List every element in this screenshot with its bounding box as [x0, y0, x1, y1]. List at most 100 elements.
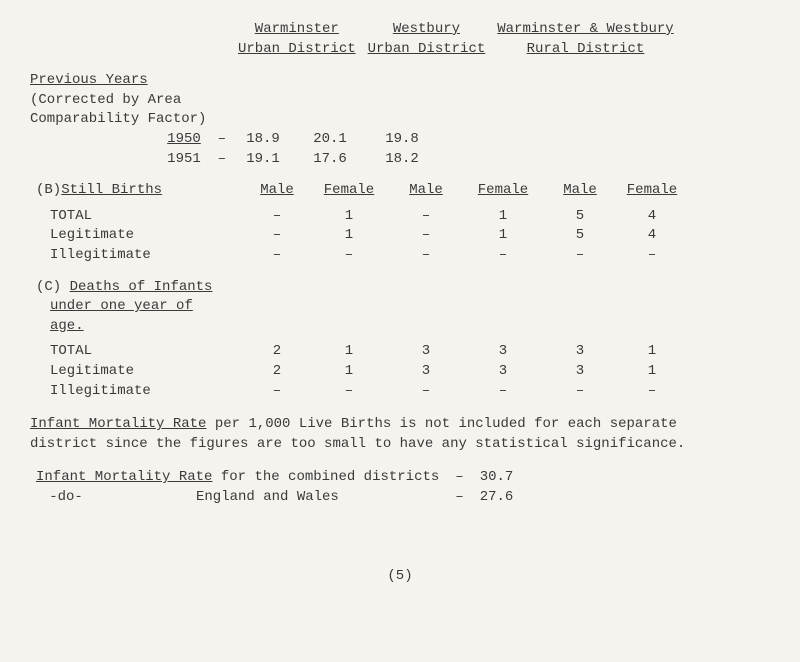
value: 19.8 — [366, 130, 438, 150]
value: – — [616, 382, 688, 402]
value: 3 — [544, 342, 616, 362]
value: 18.2 — [366, 150, 438, 170]
value: – — [462, 246, 544, 266]
value: 27.6 — [474, 488, 520, 508]
col-male: Male — [409, 182, 443, 198]
value: 1 — [462, 207, 544, 227]
section-c-title-l2: under one year of — [50, 298, 193, 314]
value: – — [390, 382, 462, 402]
value: 1 — [308, 362, 390, 382]
value: – — [308, 382, 390, 402]
value: – — [246, 246, 308, 266]
value: 1 — [308, 226, 390, 246]
value: 1 — [462, 226, 544, 246]
value: – — [462, 382, 544, 402]
table-row: 1950 – 18.9 20.1 19.8 — [30, 130, 438, 150]
hdr-d1-l1: Warminster — [255, 21, 339, 37]
row-label: Legitimate — [30, 362, 246, 382]
prev-years-title: Previous Years — [30, 72, 148, 88]
note-mortality-combined: Infant Mortality Rate for the combined d… — [30, 468, 770, 507]
row-label: Legitimate — [30, 226, 246, 246]
col-female: Female — [627, 182, 677, 198]
prev-years-sub2: Comparability Factor) — [30, 110, 770, 130]
value: 2 — [246, 342, 308, 362]
note-text: England and Wales — [196, 489, 339, 505]
value: – — [246, 382, 308, 402]
note-text: district since the figures are too small… — [30, 436, 685, 452]
value: 1 — [616, 362, 688, 382]
value: 3 — [544, 362, 616, 382]
value: 5 — [544, 207, 616, 227]
hdr-d3-l2: Rural District — [527, 41, 645, 57]
value: – — [544, 246, 616, 266]
row-label: TOTAL — [30, 342, 246, 362]
table-row: Legitimate 2 1 3 3 3 1 — [30, 362, 688, 382]
prev-years-sub1: (Corrected by Area — [30, 91, 770, 111]
year-label: 1951 — [167, 151, 201, 167]
table-row: Legitimate – 1 – 1 5 4 — [30, 226, 688, 246]
value: 1 — [308, 342, 390, 362]
table-row: TOTAL 2 1 3 3 3 1 — [30, 342, 688, 362]
hdr-d3-l1: Warminster & Westbury — [497, 21, 673, 37]
dash: – — [445, 488, 473, 508]
note-text: for the combined districts — [212, 469, 439, 485]
value: 4 — [616, 226, 688, 246]
value: 1 — [308, 207, 390, 227]
value: 5 — [544, 226, 616, 246]
note-mortality-separate: Infant Mortality Rate per 1,000 Live Bir… — [30, 415, 770, 454]
value: – — [390, 226, 462, 246]
row-label: TOTAL — [30, 207, 246, 227]
value: 3 — [462, 342, 544, 362]
dash: – — [218, 131, 226, 147]
section-c-title-l3: age. — [50, 318, 84, 334]
dash: – — [445, 468, 473, 488]
dash: – — [218, 151, 226, 167]
hdr-d2-l1: Westbury — [393, 21, 460, 37]
value: 2 — [246, 362, 308, 382]
page-number: (5) — [30, 567, 770, 587]
value: – — [246, 226, 308, 246]
value: – — [544, 382, 616, 402]
district-headers: Warminster Westbury Warminster & Westbur… — [30, 20, 680, 59]
value: 4 — [616, 207, 688, 227]
col-female: Female — [478, 182, 528, 198]
value: – — [246, 207, 308, 227]
col-male: Male — [260, 182, 294, 198]
section-c-label: (C) — [36, 279, 61, 295]
infant-deaths-section: (C) Deaths of Infants under one year of … — [30, 278, 770, 402]
value: – — [390, 246, 462, 266]
value: 3 — [390, 362, 462, 382]
value: – — [308, 246, 390, 266]
table-header-row: (B)Still Births Male Female Male Female … — [30, 181, 688, 201]
table-row: TOTAL – 1 – 1 5 4 — [30, 207, 688, 227]
row-label: Illegitimate — [30, 382, 246, 402]
note-title: Infant Mortality Rate — [36, 469, 212, 485]
row-label: Illegitimate — [30, 246, 246, 266]
col-male: Male — [563, 182, 597, 198]
prev-years-table: 1950 – 18.9 20.1 19.8 1951 – 19.1 17.6 1… — [30, 130, 438, 169]
year-label: 1950 — [167, 131, 201, 147]
value: 19.1 — [232, 150, 294, 170]
section-b-label: (B) — [36, 182, 61, 198]
table-row: Illegitimate – – – – – – — [30, 382, 688, 402]
value: 20.1 — [294, 130, 366, 150]
infant-deaths-table: (C) Deaths of Infants under one year of … — [30, 278, 688, 402]
col-female: Female — [324, 182, 374, 198]
value: 3 — [390, 342, 462, 362]
table-row: Illegitimate – – – – – – — [30, 246, 688, 266]
section-c-title-l1: Deaths of Infants — [70, 279, 213, 295]
ditto: -do- — [36, 488, 96, 508]
section-b-title: Still Births — [61, 182, 162, 198]
value: 17.6 — [294, 150, 366, 170]
value: 1 — [616, 342, 688, 362]
hdr-d2-l2: Urban District — [368, 41, 486, 57]
still-births-section: (B)Still Births Male Female Male Female … — [30, 181, 770, 265]
value: 3 — [462, 362, 544, 382]
value: 30.7 — [474, 468, 520, 488]
value: – — [390, 207, 462, 227]
previous-years-section: Previous Years (Corrected by Area Compar… — [30, 71, 770, 169]
note-text: per 1,000 Live Births is not included fo… — [206, 416, 676, 432]
still-births-table: (B)Still Births Male Female Male Female … — [30, 181, 688, 265]
note-title: Infant Mortality Rate — [30, 416, 206, 432]
value: – — [616, 246, 688, 266]
